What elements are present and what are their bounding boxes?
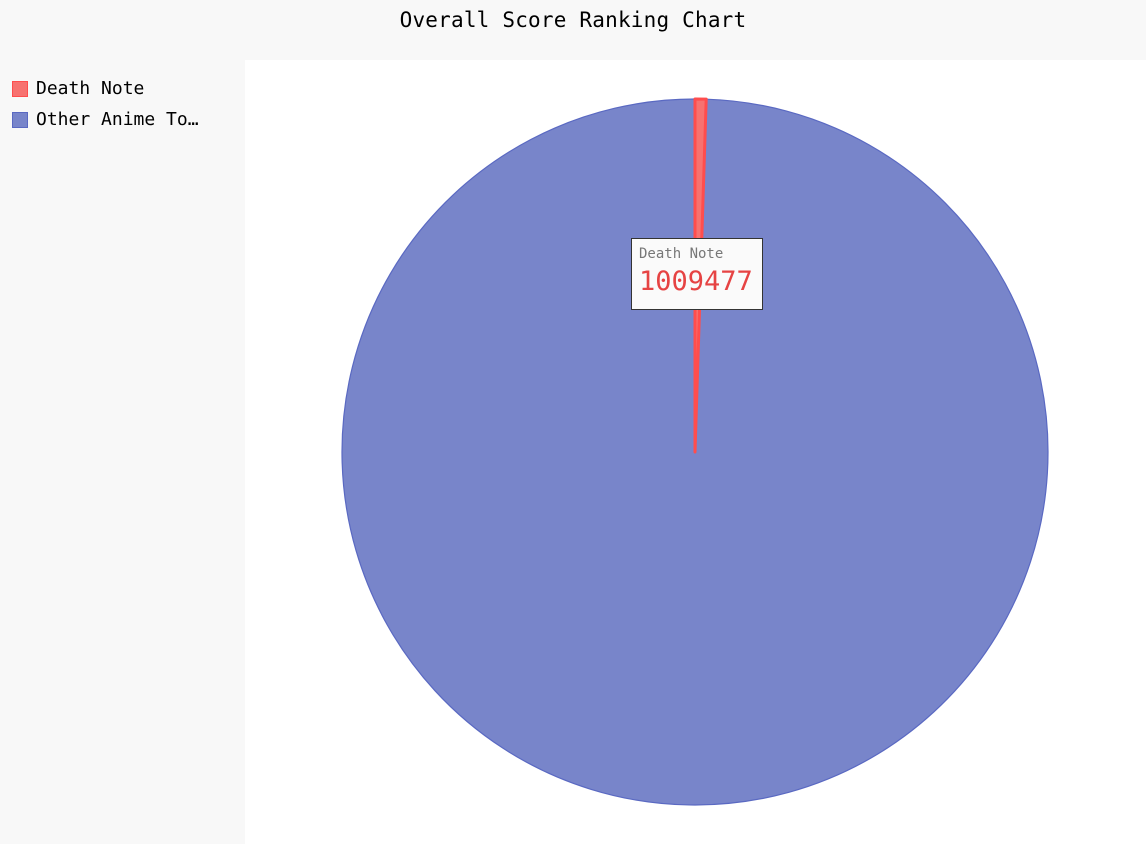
legend-swatch-other-anime (12, 111, 28, 128)
tooltip: Death Note 1009477 (631, 238, 763, 310)
chart-title: Overall Score Ranking Chart (399, 8, 747, 32)
legend-item-other-anime[interactable]: Other Anime To… (12, 104, 199, 135)
legend: Death Note Other Anime To… (12, 73, 199, 135)
tooltip-label: Death Note (639, 246, 724, 262)
tooltip-value: 1009477 (639, 266, 753, 297)
legend-label-death-note: Death Note (36, 78, 145, 99)
legend-item-death-note[interactable]: Death Note (12, 73, 199, 104)
legend-swatch-death-note (12, 80, 28, 97)
legend-label-other-anime: Other Anime To… (36, 109, 199, 130)
